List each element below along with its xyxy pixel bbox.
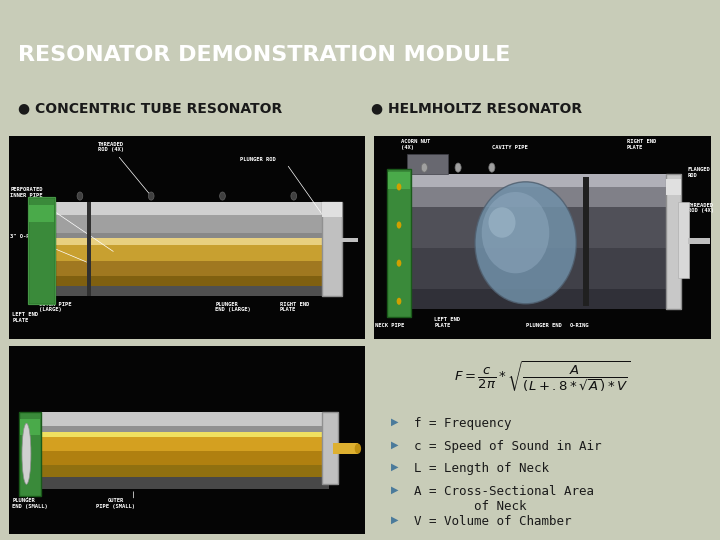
Bar — [20, 418, 40, 435]
Text: 3" O-RING: 3" O-RING — [10, 234, 86, 262]
Text: CAVITY PIPE: CAVITY PIPE — [492, 145, 528, 150]
Bar — [37, 461, 330, 477]
Circle shape — [77, 192, 83, 200]
Bar — [37, 477, 330, 489]
Bar — [55, 261, 323, 276]
Bar — [333, 443, 358, 454]
Text: ● CONCENTRIC TUBE RESONATOR: ● CONCENTRIC TUBE RESONATOR — [18, 102, 282, 116]
Bar — [41, 431, 323, 437]
Circle shape — [397, 260, 401, 267]
Text: PLUNGER
END (LARGE): PLUNGER END (LARGE) — [215, 302, 251, 313]
Text: RESONATOR DEMONSTRATION MODULE: RESONATOR DEMONSTRATION MODULE — [18, 45, 510, 65]
Text: ▶: ▶ — [390, 417, 398, 427]
Circle shape — [455, 163, 461, 172]
Text: PLUNGER ROD: PLUNGER ROD — [240, 158, 276, 163]
Ellipse shape — [355, 443, 361, 454]
Text: OUTER PIPE
(LARGE): OUTER PIPE (LARGE) — [39, 302, 71, 313]
Text: PLUNGER
END (SMALL): PLUNGER END (SMALL) — [12, 498, 48, 509]
Ellipse shape — [22, 423, 31, 484]
Text: RIGHT END
PLATE: RIGHT END PLATE — [627, 139, 656, 150]
Text: ▶: ▶ — [390, 462, 398, 472]
Bar — [51, 202, 330, 215]
Text: OUTER
PIPE (SMALL): OUTER PIPE (SMALL) — [96, 498, 135, 509]
Bar — [41, 465, 323, 477]
Circle shape — [220, 192, 225, 200]
Bar — [55, 276, 323, 286]
Bar — [388, 172, 410, 190]
Text: LEFT END
PLATE: LEFT END PLATE — [434, 317, 461, 328]
Bar — [666, 174, 681, 309]
Text: f = Frequency: f = Frequency — [414, 417, 512, 430]
Ellipse shape — [488, 207, 516, 238]
Text: $F = \dfrac{c}{2\pi} * \sqrt{\dfrac{A}{(L + .8 * \sqrt{A}) * V}}$: $F = \dfrac{c}{2\pi} * \sqrt{\dfrac{A}{(… — [454, 359, 631, 394]
Circle shape — [397, 298, 401, 305]
Text: A = Cross-Sectional Area
        of Neck: A = Cross-Sectional Area of Neck — [414, 485, 594, 512]
Bar — [37, 426, 330, 442]
Ellipse shape — [475, 182, 576, 304]
Bar — [408, 187, 671, 207]
Bar — [51, 215, 330, 233]
Text: ▶: ▶ — [390, 440, 398, 450]
Bar — [87, 202, 91, 296]
Bar — [408, 288, 671, 309]
Bar — [28, 197, 55, 304]
Bar — [323, 411, 338, 484]
Bar — [28, 197, 55, 304]
Text: c = Speed of Sound in Air: c = Speed of Sound in Air — [414, 440, 602, 453]
Bar — [688, 238, 710, 244]
Bar — [41, 451, 323, 465]
Bar — [51, 263, 330, 284]
Bar — [408, 154, 448, 174]
Bar — [408, 207, 671, 248]
Circle shape — [397, 184, 401, 191]
Text: THREADED
ROD (4X): THREADED ROD (4X) — [98, 141, 150, 194]
Circle shape — [489, 163, 495, 172]
Bar — [666, 179, 681, 194]
Text: THREADED
ROD (4X): THREADED ROD (4X) — [688, 202, 714, 213]
Bar — [37, 442, 330, 461]
Text: L = Length of Neck: L = Length of Neck — [414, 462, 549, 475]
Bar — [408, 174, 671, 187]
Bar — [336, 238, 358, 242]
Bar — [323, 202, 342, 218]
Bar — [387, 169, 411, 316]
Bar — [19, 411, 41, 496]
Bar — [333, 443, 358, 454]
Text: ▶: ▶ — [390, 515, 398, 525]
Circle shape — [421, 163, 428, 172]
Bar — [583, 177, 589, 306]
Text: O-RING: O-RING — [570, 323, 589, 328]
Bar — [41, 437, 323, 451]
Text: LEFT END
PLATE: LEFT END PLATE — [12, 312, 38, 322]
Text: ACORN NUT
(4X): ACORN NUT (4X) — [401, 139, 430, 150]
Text: FLANGED
ROD: FLANGED ROD — [688, 167, 711, 178]
Text: V = Volume of Chamber: V = Volume of Chamber — [414, 515, 572, 528]
Bar — [55, 245, 323, 261]
Bar — [678, 202, 690, 279]
Text: ▶: ▶ — [390, 485, 398, 495]
Text: RIGHT END
PLATE: RIGHT END PLATE — [279, 302, 309, 313]
Circle shape — [397, 221, 401, 228]
Circle shape — [291, 192, 297, 200]
Circle shape — [148, 192, 154, 200]
Bar — [51, 284, 330, 296]
Text: PERFORATED
INNER PIPE: PERFORATED INNER PIPE — [10, 187, 113, 252]
Ellipse shape — [482, 192, 549, 273]
Bar — [37, 411, 330, 426]
Bar — [408, 248, 671, 288]
Text: NECK PIPE: NECK PIPE — [375, 323, 405, 328]
Text: PLUNGER END: PLUNGER END — [526, 323, 562, 328]
Bar — [30, 205, 53, 222]
Text: ● HELMHOLTZ RESONATOR: ● HELMHOLTZ RESONATOR — [371, 102, 582, 116]
Bar — [55, 238, 323, 245]
Bar — [323, 202, 342, 296]
Bar — [51, 233, 330, 263]
